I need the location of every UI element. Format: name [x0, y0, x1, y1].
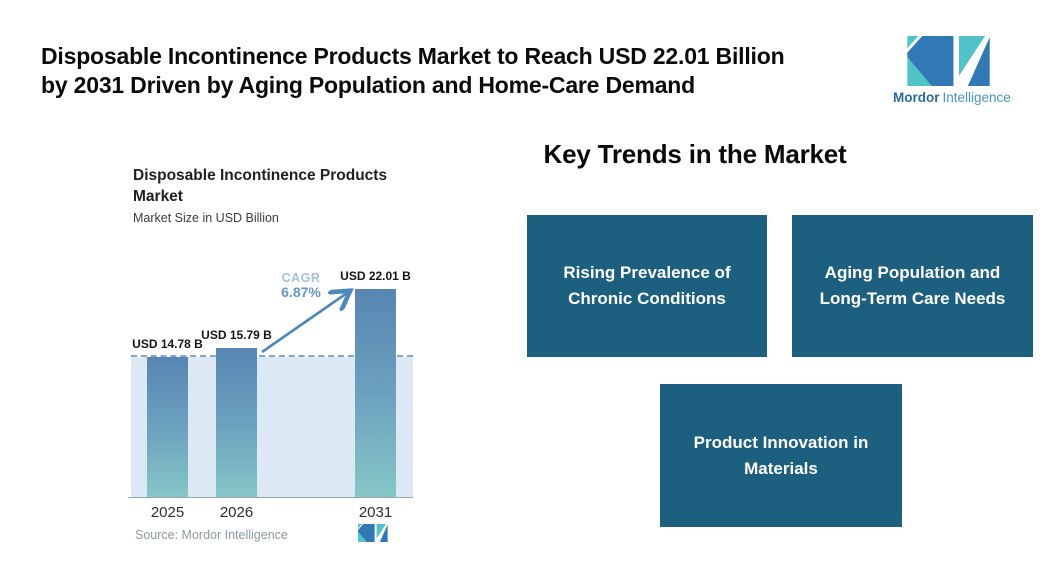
- chart-title: Disposable Incontinence Products Market: [133, 165, 413, 207]
- cagr-annotation: CAGR 6.87%: [265, 271, 337, 299]
- bar-value-label: USD 15.79 B: [201, 327, 272, 342]
- chart-title-line2: Market: [133, 188, 183, 205]
- cagr-arrow-icon: [261, 260, 413, 354]
- dashed-reference-line: [131, 355, 413, 358]
- x-axis-label: 2025: [150, 504, 185, 521]
- brand-name: Mordor Intelligence: [893, 90, 1023, 105]
- trend-card-product-innovation: Product Innovation in Materials: [660, 384, 902, 527]
- bar-group-2025: USD 14.78 B 2025: [132, 260, 203, 521]
- x-axis-label: 2026: [219, 504, 254, 521]
- cagr-label: CAGR: [281, 271, 321, 285]
- x-axis-label: 2031: [358, 504, 393, 521]
- source-text: Source: Mordor Intelligence: [135, 528, 288, 542]
- bar-2025: [147, 357, 188, 497]
- chart-subtitle: Market Size in USD Billion: [133, 211, 279, 225]
- bar-2031: [355, 289, 396, 497]
- bar-value-label: USD 22.01 B: [340, 269, 411, 284]
- page-title-line1: Disposable Incontinence Products Market …: [41, 43, 785, 69]
- brand-name-bold: Mordor: [893, 90, 940, 105]
- mordor-logo-icon: [907, 36, 991, 86]
- trend-card-aging-population: Aging Population and Long-Term Care Need…: [792, 215, 1033, 357]
- bar-group-2026: USD 15.79 B 2026: [201, 260, 272, 521]
- cagr-value: 6.87%: [281, 284, 321, 300]
- bar-chart: USD 14.78 B 2025 USD 15.79 B 2026 USD 22…: [128, 260, 413, 521]
- bar-2026: [216, 347, 257, 497]
- bar-value-label: USD 14.78 B: [132, 337, 203, 352]
- x-axis-line: [128, 497, 413, 498]
- page-title: Disposable Incontinence Products Market …: [41, 42, 881, 100]
- chart-title-line1: Disposable Incontinence Products: [133, 167, 388, 184]
- trends-heading: Key Trends in the Market: [543, 139, 847, 169]
- brand-logo: Mordor Intelligence: [893, 36, 1023, 105]
- trend-card-chronic-conditions: Rising Prevalence of Chronic Conditions: [527, 215, 767, 357]
- brand-name-light: Intelligence: [942, 90, 1011, 105]
- page-title-line2: by 2031 Driven by Aging Population and H…: [41, 72, 696, 98]
- bar-group-2031: USD 22.01 B 2031: [340, 260, 411, 521]
- mordor-logo-mini-icon: [358, 524, 388, 542]
